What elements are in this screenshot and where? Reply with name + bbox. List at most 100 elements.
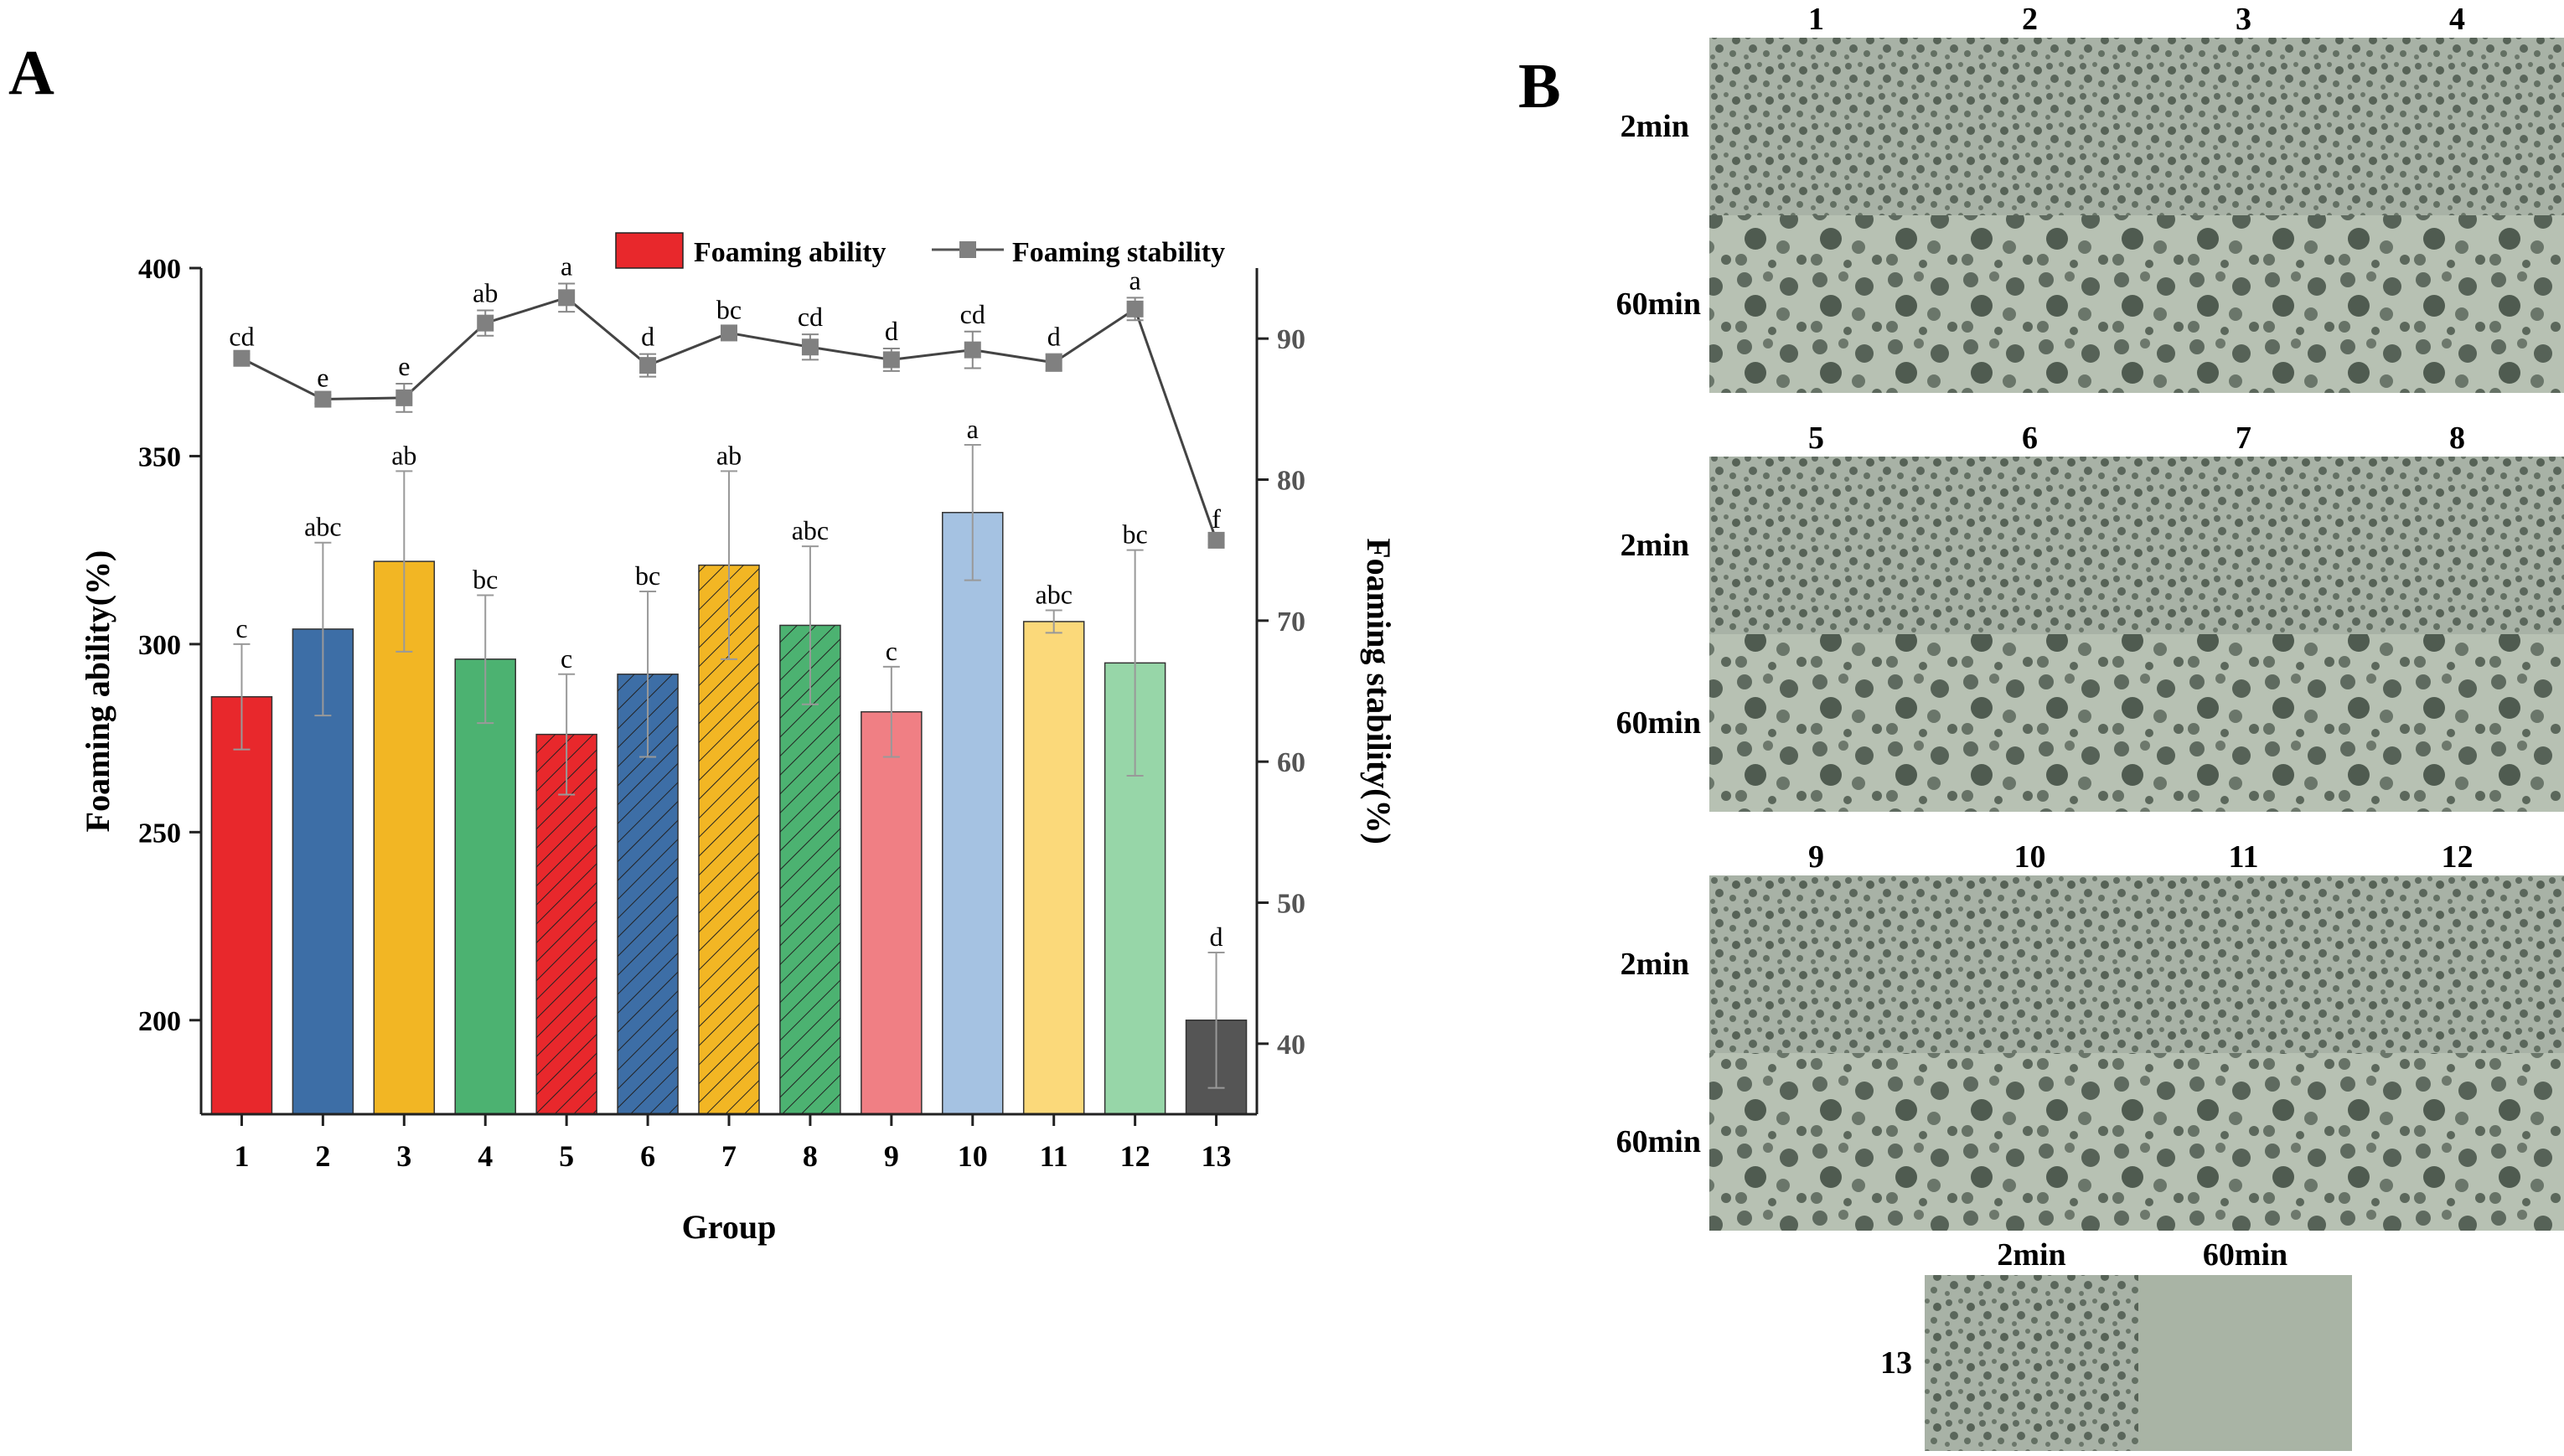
stability-letter-group-10: cd: [960, 299, 985, 329]
time-label-60min-row-1: 60min: [1616, 287, 1701, 322]
y2-tick-label-70: 70: [1277, 607, 1305, 638]
micrograph-group-number-3: 3: [2236, 2, 2251, 37]
micrograph-60min-group-11: [2137, 1053, 2350, 1231]
bar-significance-letters: c abc ab bc c bc ab abc c a abc bc d: [235, 414, 1223, 952]
legend-ability-swatch: [615, 232, 684, 269]
micrograph-60min-group-10: [1923, 1053, 2137, 1231]
micrograph-2min-group-12: [2350, 875, 2564, 1053]
x-tick-label-7: 7: [721, 1139, 737, 1173]
y2-tick-label-80: 80: [1277, 466, 1305, 497]
micrograph-group-number-8: 8: [2449, 421, 2465, 456]
micrograph-60min-group-3: [2137, 215, 2350, 393]
bar-letter-group-5: c: [561, 643, 572, 674]
x-tick-label-9: 9: [884, 1139, 899, 1173]
x-tick-label-6: 6: [640, 1139, 655, 1173]
micrograph-2min-group-13: [1925, 1275, 2138, 1451]
micrograph-group-number-6: 6: [2022, 421, 2038, 456]
bar-error-bars: [233, 443, 1225, 1089]
panel-b-label: B: [1518, 51, 1561, 121]
micrograph-group-number-12: 12: [2442, 839, 2474, 875]
x-tick-label-13: 13: [1202, 1139, 1232, 1173]
stability-letter-group-3: e: [398, 351, 410, 381]
bar-group-1: [210, 695, 273, 1115]
stability-letter-group-5: a: [561, 251, 572, 281]
bar-letter-group-1: c: [235, 613, 247, 643]
y2-axis-label: Foaming stability(%): [1360, 538, 1398, 844]
y2-tick-label-90: 90: [1277, 324, 1305, 355]
stability-marker-group-5: [558, 289, 576, 307]
stability-letter-group-2: e: [317, 363, 328, 393]
bar-series: [210, 512, 1248, 1115]
micrograph-2min-group-7: [2137, 457, 2350, 634]
stability-marker-group-4: [477, 314, 494, 332]
bar-group-10: [942, 512, 1004, 1115]
micrograph-2min-group-5: [1709, 457, 1923, 634]
stability-letter-group-12: a: [1130, 265, 1141, 295]
bar-letter-group-9: c: [886, 636, 897, 666]
stability-marker-group-2: [314, 390, 332, 408]
stability-letter-group-1: cd: [229, 322, 254, 352]
bar-letter-group-12: bc: [1123, 519, 1148, 550]
micrograph-60min-group-2: [1923, 215, 2137, 393]
stability-letter-group-4: ab: [473, 278, 498, 308]
bar-letter-group-7: ab: [716, 440, 742, 470]
y-axis-label: Foaming ability(%): [79, 550, 116, 833]
stability-marker-group-9: [882, 351, 900, 369]
micrograph-group-number-11: 11: [2229, 839, 2259, 875]
legend-stability-marker: [959, 241, 976, 258]
micrograph-group-number-7: 7: [2236, 421, 2251, 456]
micrograph-2min-group-9: [1709, 875, 1923, 1053]
bar-letter-group-8: abc: [792, 515, 829, 545]
y2-tick-label-40: 40: [1277, 1030, 1305, 1061]
bar-letter-group-13: d: [1210, 922, 1223, 952]
micrograph-2min-group-8: [2350, 457, 2564, 634]
stability-letter-group-9: d: [885, 316, 898, 346]
y-tick-label-400: 400: [138, 254, 181, 285]
bar-hatch-group-8: [779, 625, 840, 1114]
time-label-60min-row-3: 60min: [1616, 1124, 1701, 1159]
chart-legend: Foaming ability Foaming stability: [615, 232, 1225, 269]
y-tick-label-200: 200: [138, 1006, 181, 1037]
time-label-60min-group-13: 60min: [2203, 1237, 2287, 1273]
x-tick-label-1: 1: [234, 1139, 249, 1173]
micrograph-group-number-4: 4: [2449, 2, 2465, 37]
micrograph-group-number-2: 2: [2022, 2, 2038, 37]
micrograph-group-number-1: 1: [1808, 2, 1824, 37]
micrograph-2min-group-2: [1923, 38, 2137, 215]
y-tick-label-350: 350: [138, 441, 181, 472]
panel-a-label: A: [8, 38, 54, 108]
time-label-2min-group-13: 2min: [1997, 1237, 2065, 1273]
micrograph-60min-group-6: [1923, 634, 2137, 812]
micrograph-60min-group-7: [2137, 634, 2350, 812]
bar-letter-group-10: a: [967, 414, 979, 444]
micrograph-group-number-5: 5: [1808, 421, 1824, 456]
y2-tick-label-60: 60: [1277, 747, 1305, 778]
stability-letter-group-7: bc: [716, 295, 742, 325]
micrograph-60min-group-5: [1709, 634, 1923, 812]
x-tick-label-10: 10: [958, 1139, 988, 1173]
stability-marker-group-13: [1207, 531, 1225, 549]
micrograph-60min-group-12: [2350, 1053, 2564, 1231]
legend-ability-label: Foaming ability: [694, 237, 887, 268]
time-label-2min-row-2: 2min: [1621, 528, 1689, 563]
stability-letter-group-6: d: [641, 322, 654, 352]
bar-group-9: [861, 710, 923, 1115]
micrograph-60min-group-1: [1709, 215, 1923, 393]
legend-stability-label: Foaming stability: [1012, 237, 1225, 268]
right-axis-ticks: 40 50 60 70 80 90: [1257, 324, 1305, 1061]
micrograph-2min-group-6: [1923, 457, 2137, 634]
x-axis-label: Group: [682, 1208, 777, 1246]
bar-letter-group-3: ab: [391, 440, 416, 470]
bar-letter-group-6: bc: [635, 560, 660, 591]
stability-marker-group-10: [964, 341, 981, 359]
micrograph-2min-group-10: [1923, 875, 2137, 1053]
x-tick-label-4: 4: [478, 1139, 493, 1173]
micrograph-2min-group-3: [2137, 38, 2350, 215]
left-axis-ticks: 200 250 300 350 400: [138, 254, 201, 1037]
y-tick-label-300: 300: [138, 630, 181, 661]
micrograph-60min-group-4: [2350, 215, 2564, 393]
micrograph-group-number-10: 10: [2014, 839, 2046, 875]
